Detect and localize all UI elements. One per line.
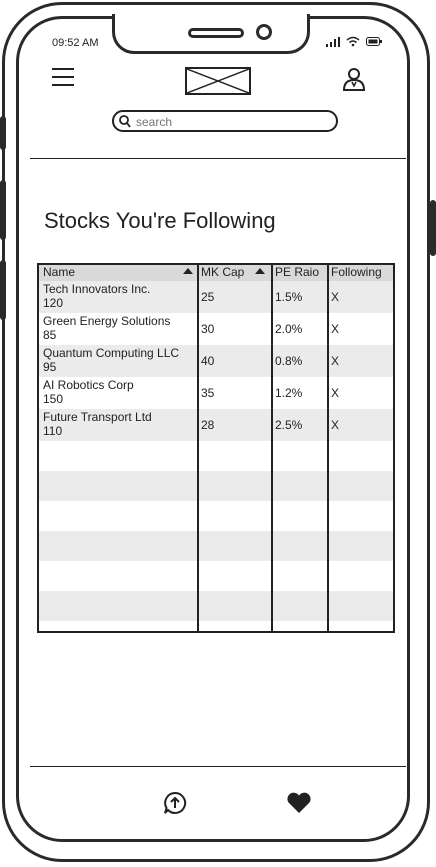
table-row[interactable]: Green Energy Solutions 85 30 2.0% X bbox=[39, 313, 393, 345]
column-header-pe-ratio[interactable]: PE Raio bbox=[275, 265, 320, 279]
unfollow-button[interactable]: X bbox=[331, 354, 340, 368]
empty-row bbox=[39, 531, 393, 561]
sort-asc-icon[interactable] bbox=[255, 268, 265, 274]
table-row[interactable]: Quantum Computing LLC 95 40 0.8% X bbox=[39, 345, 393, 377]
stock-sub-value: 95 bbox=[43, 360, 57, 374]
stock-mkcap: 40 bbox=[201, 354, 215, 368]
stock-name: AI Robotics Corp bbox=[43, 378, 134, 392]
column-header-mkcap[interactable]: MK Cap bbox=[201, 265, 245, 279]
stock-name: Quantum Computing LLC bbox=[43, 346, 180, 360]
search-bar[interactable] bbox=[112, 110, 338, 132]
stock-mkcap: 28 bbox=[201, 418, 215, 432]
search-input[interactable] bbox=[134, 113, 328, 131]
unfollow-button[interactable]: X bbox=[331, 386, 340, 400]
empty-row bbox=[39, 471, 393, 501]
side-button-left-1 bbox=[0, 116, 6, 150]
camera bbox=[256, 24, 272, 40]
wifi-icon bbox=[346, 36, 360, 47]
battery-icon bbox=[366, 37, 382, 46]
table-row[interactable]: Tech Innovators Inc. 120 25 1.5% X bbox=[39, 281, 393, 313]
stock-pe: 0.8% bbox=[275, 354, 303, 368]
stock-mkcap: 30 bbox=[201, 322, 215, 336]
unfollow-button[interactable]: X bbox=[331, 290, 340, 304]
stocks-table: Name MK Cap PE Raio Following Tech Innov… bbox=[37, 263, 395, 633]
unfollow-button[interactable]: X bbox=[331, 418, 340, 432]
stock-mkcap: 25 bbox=[201, 290, 215, 304]
footer-divider bbox=[30, 766, 406, 767]
column-header-following[interactable]: Following bbox=[331, 265, 382, 279]
side-button-left-3 bbox=[0, 260, 6, 320]
speaker bbox=[188, 28, 244, 38]
signal-icon bbox=[326, 36, 340, 47]
column-divider bbox=[197, 265, 199, 631]
table-row[interactable]: AI Robotics Corp 150 35 1.2% X bbox=[39, 377, 393, 409]
stock-mkcap: 35 bbox=[201, 386, 215, 400]
page-title: Stocks You're Following bbox=[44, 208, 276, 233]
logo-placeholder bbox=[185, 67, 251, 95]
stock-sub-value: 85 bbox=[43, 328, 57, 342]
stock-pe: 2.5% bbox=[275, 418, 303, 432]
hamburger-menu-icon[interactable] bbox=[52, 68, 74, 86]
stock-pe: 1.5% bbox=[275, 290, 303, 304]
empty-row bbox=[39, 591, 393, 621]
table-header: Name MK Cap PE Raio Following bbox=[39, 265, 393, 282]
table-row[interactable]: Future Transport Ltd 110 28 2.5% X bbox=[39, 409, 393, 441]
upload-chat-icon[interactable] bbox=[163, 791, 187, 819]
stock-name: Tech Innovators Inc. bbox=[43, 282, 151, 296]
column-divider bbox=[271, 265, 273, 631]
sort-asc-icon[interactable] bbox=[183, 268, 193, 274]
stock-pe: 1.2% bbox=[275, 386, 303, 400]
stock-pe: 2.0% bbox=[275, 322, 303, 336]
stock-name: Future Transport Ltd bbox=[43, 410, 152, 424]
side-button-left-2 bbox=[0, 180, 6, 240]
status-time: 09:52 AM bbox=[52, 37, 99, 49]
stock-sub-value: 110 bbox=[43, 424, 63, 438]
search-icon bbox=[119, 115, 131, 128]
column-header-name[interactable]: Name bbox=[43, 265, 76, 279]
header-divider bbox=[30, 158, 406, 159]
stock-sub-value: 150 bbox=[43, 392, 64, 406]
column-divider bbox=[327, 265, 329, 631]
status-icons bbox=[326, 36, 382, 47]
user-profile-icon[interactable] bbox=[342, 66, 366, 96]
stock-sub-value: 120 bbox=[43, 296, 64, 310]
phone-notch bbox=[112, 14, 310, 54]
heart-icon[interactable] bbox=[286, 792, 312, 818]
side-button-right bbox=[430, 200, 436, 256]
stock-name: Green Energy Solutions bbox=[43, 314, 171, 328]
unfollow-button[interactable]: X bbox=[331, 322, 340, 336]
